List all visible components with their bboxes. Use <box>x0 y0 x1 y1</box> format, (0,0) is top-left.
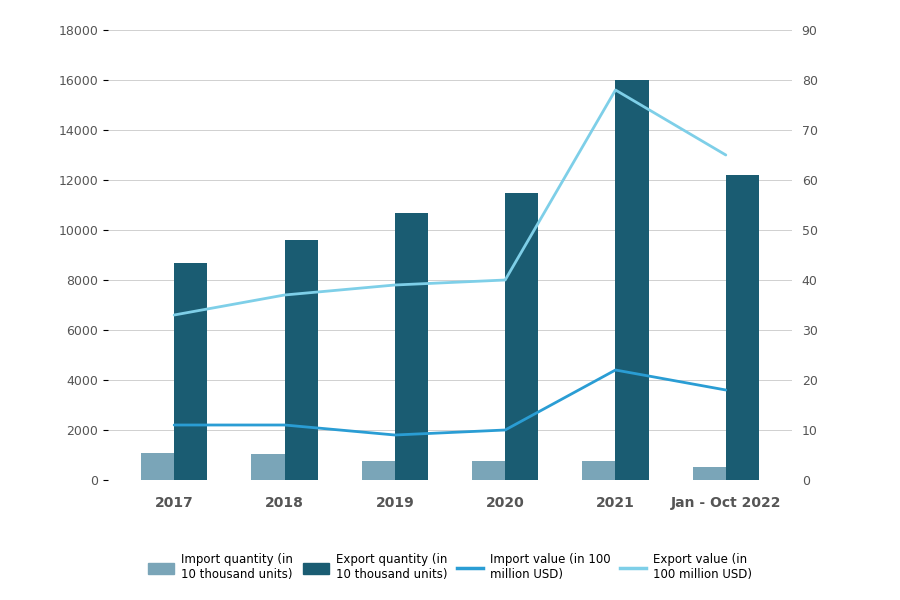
Bar <box>472 461 505 480</box>
Bar <box>141 452 175 480</box>
Bar <box>505 193 538 480</box>
Bar <box>616 80 649 480</box>
Legend: Import quantity (in
10 thousand units), Export quantity (in
10 thousand units), : Import quantity (in 10 thousand units), … <box>148 553 751 581</box>
Bar <box>362 461 395 480</box>
Bar <box>582 461 616 480</box>
Bar <box>175 263 207 480</box>
Bar <box>395 212 428 480</box>
Bar <box>251 454 284 480</box>
Bar <box>725 175 759 480</box>
Bar <box>693 467 725 480</box>
Bar <box>284 240 318 480</box>
